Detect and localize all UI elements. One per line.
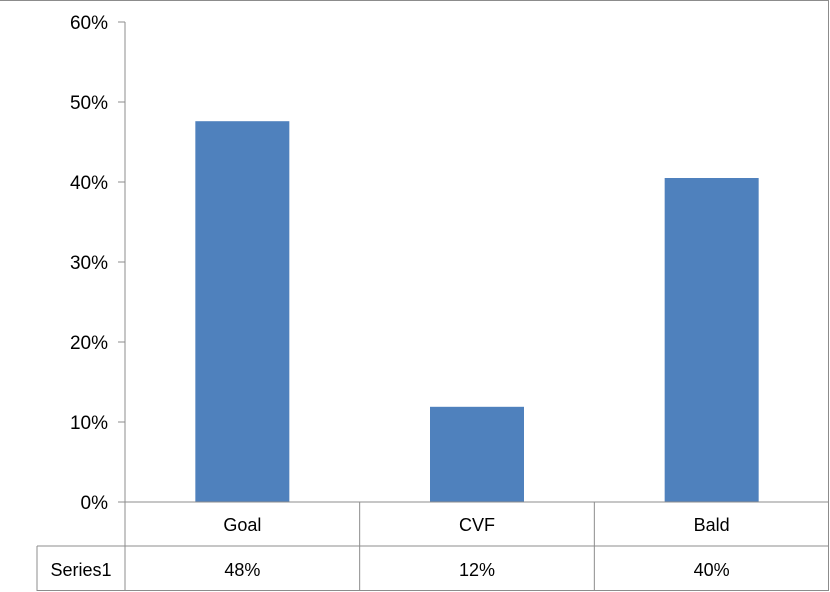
table-series-name: Series1 <box>50 560 111 580</box>
y-tick-label: 0% <box>81 493 109 514</box>
y-tick-label: 10% <box>70 413 108 434</box>
y-tick-label: 50% <box>70 93 108 114</box>
data-label: 48% <box>224 560 260 580</box>
y-tick-label: 20% <box>70 333 108 354</box>
data-label: 12% <box>459 560 495 580</box>
y-tick-label: 40% <box>70 173 108 194</box>
bar-cvf <box>430 406 524 502</box>
bar-bald <box>664 178 759 502</box>
x-tick-label: Bald <box>694 515 730 535</box>
y-tick-label: 30% <box>70 253 108 274</box>
x-tick-label: CVF <box>459 515 495 535</box>
data-label: 40% <box>694 560 730 580</box>
bar-goal <box>195 121 290 502</box>
y-tick-label: 60% <box>70 13 108 34</box>
x-tick-label: Goal <box>223 515 261 535</box>
